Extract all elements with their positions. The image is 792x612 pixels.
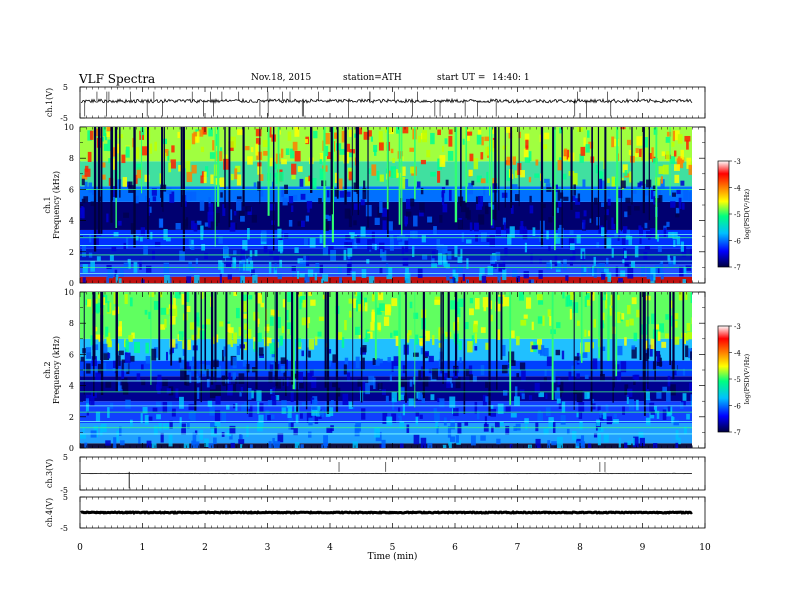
colorbar-tick-label: -3 bbox=[734, 158, 741, 166]
colorbar bbox=[717, 325, 730, 433]
x-tick-label: 5 bbox=[390, 543, 396, 553]
x-tick-label: 2 bbox=[202, 543, 208, 553]
y-tick-label: 2 bbox=[69, 413, 74, 422]
spectrogram-2 bbox=[80, 292, 692, 448]
y-tick-label: -5 bbox=[60, 114, 68, 123]
y-tick-label: 0 bbox=[69, 444, 74, 453]
x-tick-label: 8 bbox=[577, 543, 583, 553]
y-tick-label: 8 bbox=[69, 154, 74, 163]
x-axis-label: Time (min) bbox=[368, 551, 418, 562]
waveform-trace bbox=[80, 97, 693, 104]
y-axis-label: Frequency (kHz) bbox=[52, 336, 61, 404]
x-tick-label: 3 bbox=[265, 543, 271, 553]
start-label: start UT = bbox=[437, 73, 486, 83]
y-tick-label: 2 bbox=[69, 248, 74, 257]
colorbar-tick-label: -4 bbox=[734, 185, 741, 193]
colorbar-tick-label: -3 bbox=[734, 323, 741, 331]
colorbar-tick-label: -7 bbox=[734, 264, 741, 272]
colorbar-tick-label: -6 bbox=[734, 403, 741, 411]
waveform-trace bbox=[80, 510, 693, 515]
y-tick-label: -5 bbox=[60, 486, 68, 495]
y-tick-label: -5 bbox=[60, 524, 68, 533]
colorbar-tick-label: -7 bbox=[734, 429, 741, 437]
date-label: Nov.18, 2015 bbox=[251, 73, 312, 83]
y-tick-label: 4 bbox=[69, 217, 74, 226]
y-axis-label: ch.1(V) bbox=[45, 88, 54, 117]
colorbar-label: log(PSD(V²/Hz) bbox=[743, 353, 751, 404]
colorbar bbox=[717, 160, 730, 268]
y-tick-label: 4 bbox=[69, 382, 74, 391]
y-tick-label: 5 bbox=[63, 453, 68, 462]
spectrogram-1 bbox=[80, 127, 692, 283]
y-tick-label: 5 bbox=[63, 83, 68, 92]
station-label: station=ATH bbox=[343, 73, 402, 83]
y-tick-label: 6 bbox=[69, 350, 74, 359]
x-tick-label: 9 bbox=[640, 543, 646, 553]
y-axis-label: ch.2 bbox=[43, 361, 52, 378]
y-tick-label: 6 bbox=[69, 185, 74, 194]
y-axis-label: Frequency (kHz) bbox=[52, 171, 61, 239]
x-tick-label: 7 bbox=[515, 543, 521, 553]
x-tick-label: 0 bbox=[77, 543, 83, 553]
y-tick-label: 0 bbox=[69, 279, 74, 288]
colorbar-tick-label: -5 bbox=[734, 376, 741, 384]
y-tick-label: 5 bbox=[63, 493, 68, 502]
start-time-label: 14:40: 1 bbox=[492, 73, 530, 83]
plot-title: VLF Spectra bbox=[79, 72, 156, 86]
y-tick-label: 10 bbox=[64, 288, 74, 297]
y-axis-label: ch.3(V) bbox=[45, 459, 54, 488]
colorbar-label: log(PSD(V²/Hz) bbox=[743, 188, 751, 239]
colorbar-tick-label: -6 bbox=[734, 238, 741, 246]
colorbar-tick-label: -4 bbox=[734, 350, 741, 358]
y-axis-label: ch.1 bbox=[43, 196, 52, 213]
x-tick-label: 4 bbox=[327, 543, 333, 553]
x-tick-label: 6 bbox=[452, 543, 458, 553]
y-axis-label: ch.4(V) bbox=[45, 498, 54, 527]
colorbar-tick-label: -5 bbox=[734, 211, 741, 219]
x-tick-label: 1 bbox=[140, 543, 146, 553]
x-tick-label: 10 bbox=[699, 543, 711, 553]
y-tick-label: 10 bbox=[64, 123, 74, 132]
y-tick-label: 8 bbox=[69, 319, 74, 328]
